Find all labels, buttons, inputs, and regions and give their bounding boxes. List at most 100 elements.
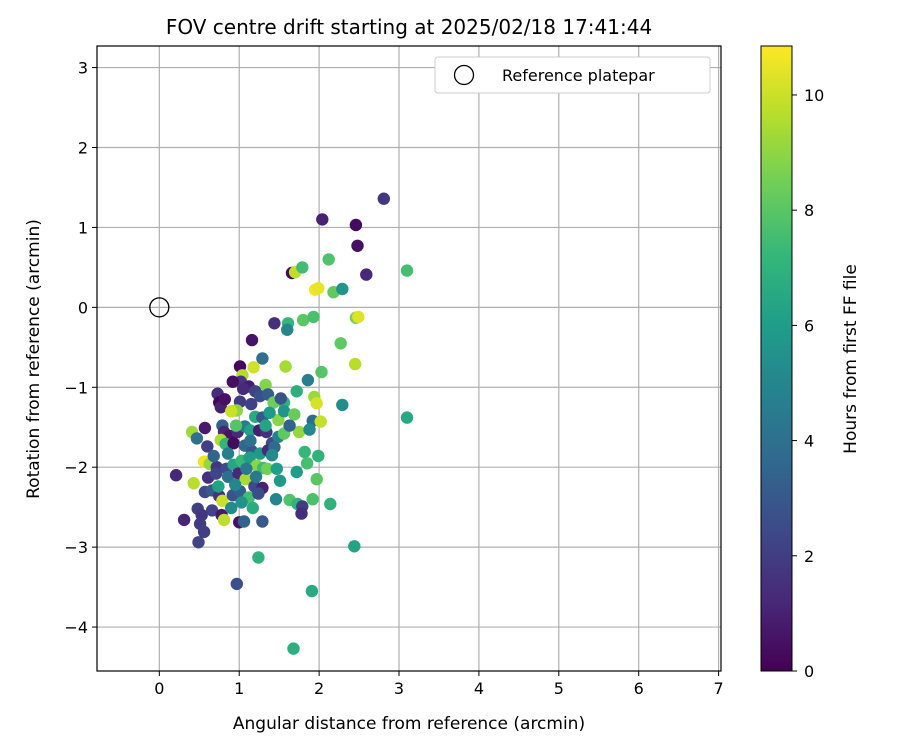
legend-box [434, 56, 711, 94]
scatter-point [316, 213, 329, 226]
y-axis-label: Rotation from reference (arcmin) [24, 219, 44, 499]
scatter-point [349, 218, 363, 232]
y-tick-label: −2 [64, 458, 88, 477]
scatter-point [192, 536, 205, 549]
scatter-point [296, 313, 310, 327]
scatter-point [336, 282, 349, 296]
x-tick-label: 3 [394, 679, 404, 698]
scatter-point [247, 361, 260, 374]
scatter-point [245, 397, 258, 411]
colorbar-label: Hours from first FF file [841, 264, 861, 454]
scatter-point [279, 360, 292, 373]
scatter-point [334, 337, 347, 350]
x-tick-label: 6 [634, 679, 644, 698]
scatter-point [305, 584, 319, 598]
colorbar-tick-label: 8 [804, 201, 814, 220]
scatter-point [205, 504, 219, 517]
y-tick-label: 2 [78, 139, 88, 158]
scatter-point [312, 449, 325, 463]
scatter-point [290, 385, 303, 398]
scatter-point [221, 470, 235, 483]
scatter-point [212, 480, 225, 493]
scatter-point [259, 378, 272, 392]
scatter-point [259, 419, 272, 432]
scatter-point [270, 462, 283, 475]
scatter-point [187, 477, 200, 490]
scatter-point [273, 474, 287, 487]
scatter-point [277, 405, 291, 418]
scatter-point [252, 551, 265, 564]
scatter-point [244, 434, 257, 447]
y-tick-label: −3 [64, 538, 88, 557]
colorbar-tick-label: 2 [804, 547, 814, 566]
scatter-point [288, 408, 301, 421]
scatter-point [243, 451, 256, 464]
scatter-point [310, 397, 323, 410]
reference-point [149, 297, 170, 318]
y-axis-ticks: 3 2 1 0 −1 −2 −3 −4 [64, 59, 97, 637]
scatter-point [246, 501, 259, 515]
scatter-point [310, 473, 323, 486]
scatter-point [281, 323, 294, 336]
legend-marker-icon [453, 64, 475, 86]
scatter-point [237, 382, 250, 396]
scatter-point [283, 419, 296, 432]
x-tick-label: 1 [234, 679, 244, 698]
colorbar: 0 2 4 6 8 10 Hours from first FF file [760, 45, 861, 681]
scatter-point [322, 253, 335, 266]
scatter-point [263, 406, 276, 419]
x-tick-label: 7 [714, 679, 724, 698]
scatter-point [244, 424, 257, 437]
scatter-point [352, 310, 365, 324]
x-axis-label: Angular distance from reference (arcmin) [233, 714, 585, 734]
colorbar-tick-label: 0 [804, 662, 814, 681]
scatter-point [227, 437, 240, 450]
scatter-point [300, 457, 314, 470]
scatter-point [336, 398, 349, 412]
scatter-point [377, 192, 390, 205]
scatter-point [315, 365, 328, 379]
colorbar-tick-label: 10 [804, 86, 824, 105]
scatter-point [312, 282, 325, 295]
y-tick-label: −4 [64, 618, 88, 637]
scatter-points [169, 192, 414, 655]
scatter-point [169, 469, 183, 482]
colorbar-tick-label: 6 [804, 316, 814, 335]
scatter-point [197, 525, 211, 539]
reference-point-marker [149, 297, 170, 318]
scatter-point [301, 373, 315, 387]
scatter-point [292, 425, 306, 439]
scatter-point [296, 261, 309, 274]
scatter-point [217, 513, 231, 527]
scatter-point [287, 642, 300, 655]
x-tick-label: 5 [554, 679, 564, 698]
scatter-point [348, 540, 361, 553]
y-tick-label: 3 [78, 59, 88, 78]
scatter-point [235, 496, 248, 509]
chart-title: FOV centre drift starting at 2025/02/18 … [166, 15, 652, 39]
scatter-point [265, 449, 279, 462]
scatter-point [225, 405, 238, 418]
scatter-point [274, 392, 287, 405]
legend: Reference platepar [434, 56, 711, 94]
scatter-point [245, 333, 259, 347]
legend-entry: Reference platepar [502, 66, 655, 85]
scatter-point [298, 445, 311, 459]
y-tick-label: −1 [64, 378, 88, 397]
colorbar-gradient [760, 45, 793, 672]
x-tick-label: 2 [314, 679, 324, 698]
colorbar-ticks: 0 2 4 6 8 10 [792, 86, 824, 681]
scatter-point [400, 411, 414, 424]
scatter-point [221, 447, 235, 460]
scatter-point [226, 375, 239, 388]
scatter-point [351, 239, 364, 252]
scatter-point [177, 513, 191, 527]
x-tick-label: 4 [474, 679, 484, 698]
scatter-point [240, 462, 253, 475]
scatter-point [201, 440, 214, 453]
scatter-point [198, 421, 212, 435]
scatter-point [190, 432, 204, 445]
scatter-point [307, 310, 320, 324]
scatter-point [218, 393, 231, 406]
